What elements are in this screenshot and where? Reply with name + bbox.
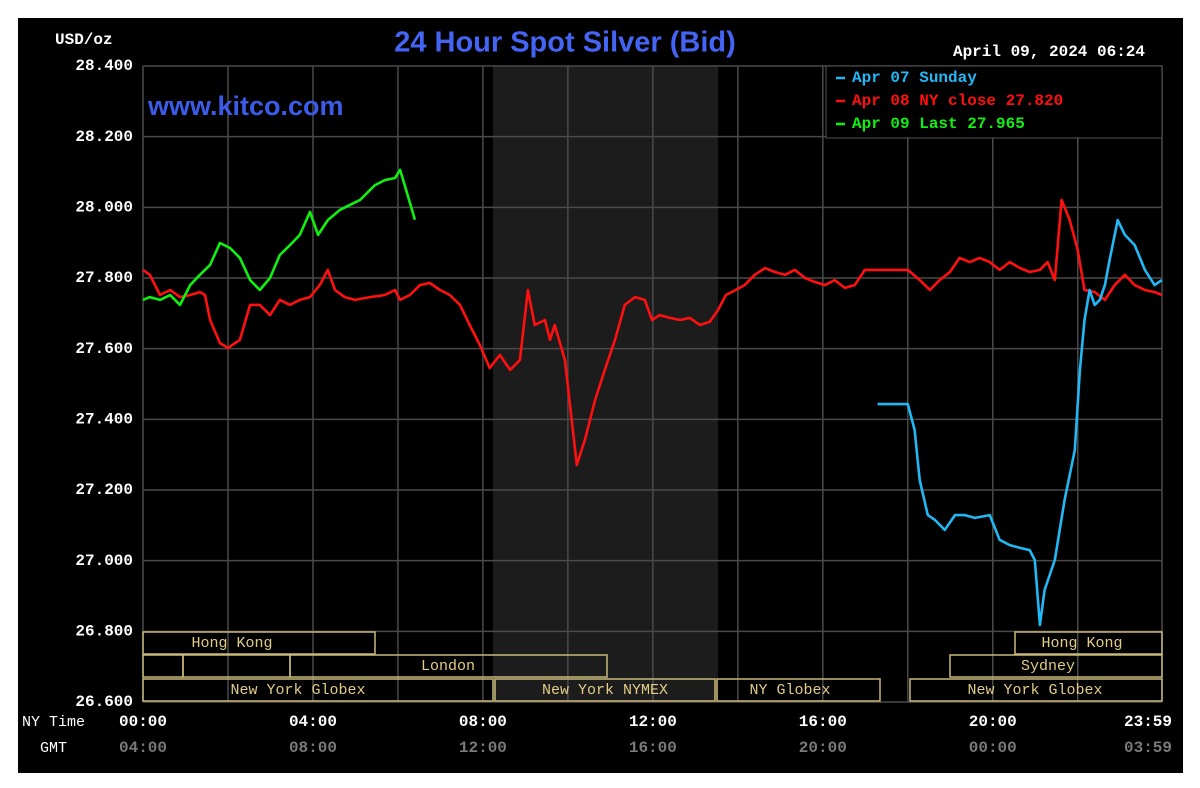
session-label: Hong Kong — [191, 635, 272, 652]
y-tick-label: 28.200 — [75, 128, 133, 146]
x-tick-label: 00:00 — [119, 713, 167, 731]
x2-tick-label: 12:00 — [459, 739, 507, 757]
session-box — [1014, 631, 1163, 655]
session-label: Hong Kong — [1041, 635, 1122, 652]
session-label: Sydney — [1021, 658, 1075, 675]
session-label: London — [421, 658, 475, 675]
chart-subtitle: April 09, 2024 06:24 — [953, 43, 1145, 61]
x-tick-label: 08:00 — [459, 713, 507, 731]
session-box — [909, 678, 1163, 702]
session-label: New York Globex — [230, 682, 365, 699]
series-line — [142, 168, 417, 307]
x-tick-label: 23:59 — [1124, 713, 1172, 731]
x2-tick-label: 08:00 — [289, 739, 337, 757]
x2-tick-label: 04:00 — [119, 739, 167, 757]
x-axis-label: NY Time — [22, 714, 85, 731]
session-box — [949, 654, 1163, 678]
session-box — [494, 678, 716, 702]
session-box — [716, 678, 881, 702]
nymex-session-shade — [493, 66, 718, 702]
legend-label: Apr 09 Last 27.965 — [852, 115, 1025, 133]
y-tick-label: 27.600 — [75, 340, 133, 358]
session-box — [142, 678, 494, 702]
series-lines — [142, 168, 1163, 627]
y-tick-label: 26.800 — [75, 623, 133, 641]
x-tick-label: 20:00 — [969, 713, 1017, 731]
legend-label: Apr 07 Sunday — [852, 69, 977, 87]
y-axis-label: USD/oz — [55, 31, 113, 49]
y-tick-label: 27.800 — [75, 269, 133, 287]
session-label: NY Globex — [749, 682, 830, 699]
y-tick-label: 27.400 — [75, 411, 133, 429]
series-line — [877, 218, 1163, 627]
y-tick-label: 28.400 — [75, 57, 133, 75]
x2-tick-label: 16:00 — [629, 739, 677, 757]
market-sessions: Hong Kong London New York Globex New Yor… — [142, 631, 1163, 702]
y-tick-label: 27.000 — [75, 552, 133, 570]
x2-axis-label: GMT — [40, 740, 67, 757]
series-line — [142, 198, 1163, 467]
x-tick-label: 04:00 — [289, 713, 337, 731]
y-tick-label: 27.200 — [75, 481, 133, 499]
session-label: New York Globex — [967, 682, 1102, 699]
legend-label: Apr 08 NY close 27.820 — [852, 92, 1063, 110]
x2-tick-label: 20:00 — [799, 739, 847, 757]
y-tick-label: 26.600 — [75, 693, 133, 711]
x2-tick-label: 03:59 — [1124, 739, 1172, 757]
x2-tick-label: 00:00 — [969, 739, 1017, 757]
session-box — [289, 654, 608, 678]
grid — [142, 65, 1163, 703]
session-box — [142, 631, 376, 655]
watermark: www.kitco.com — [147, 91, 344, 121]
legend: Apr 07 Sunday Apr 08 NY close 27.820 Apr 0… — [825, 65, 1163, 139]
y-tick-label: 28.000 — [75, 199, 133, 217]
legend-box — [825, 65, 1163, 139]
chart-title: 24 Hour Spot Silver (Bid) — [394, 27, 736, 59]
x-tick-label: 16:00 — [799, 713, 847, 731]
session-label: New York NYMEX — [542, 682, 668, 699]
x-tick-label: 12:00 — [629, 713, 677, 731]
